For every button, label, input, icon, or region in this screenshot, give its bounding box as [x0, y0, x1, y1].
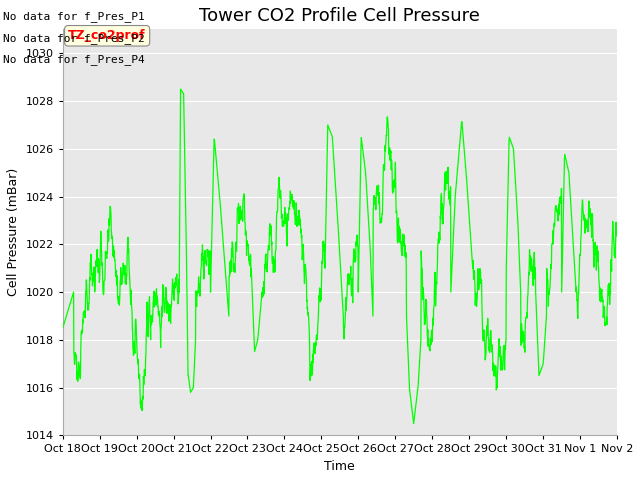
Y-axis label: Cell Pressure (mBar): Cell Pressure (mBar) — [7, 168, 20, 297]
Text: No data for f_Pres_P2: No data for f_Pres_P2 — [3, 33, 145, 44]
Text: TZ_co2prof: TZ_co2prof — [68, 29, 146, 42]
X-axis label: Time: Time — [324, 460, 355, 473]
Title: Tower CO2 Profile Cell Pressure: Tower CO2 Profile Cell Pressure — [200, 7, 480, 25]
Text: No data for f_Pres_P1: No data for f_Pres_P1 — [3, 11, 145, 22]
Text: No data for f_Pres_P4: No data for f_Pres_P4 — [3, 54, 145, 65]
